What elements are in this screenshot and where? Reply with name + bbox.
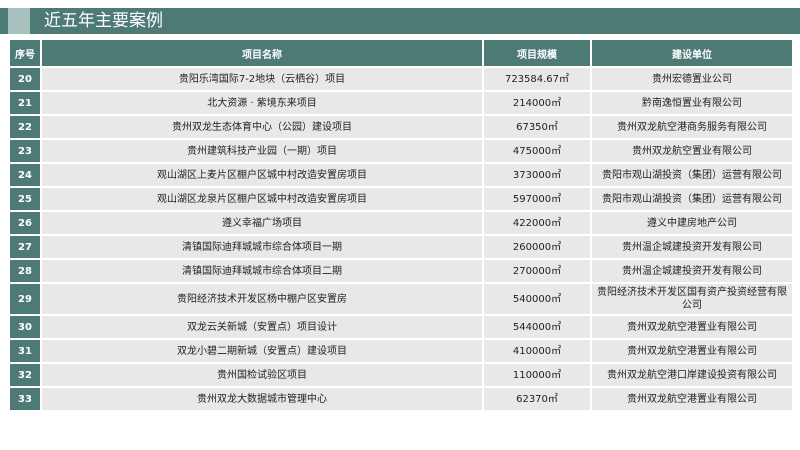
row-number: 25 (8, 186, 42, 212)
builder: 贵州双龙航空置业有限公司 (590, 138, 794, 164)
builder: 黔南逸恒置业有限公司 (590, 90, 794, 116)
table-row: 27 清镇国际迪拜城城市综合体项目一期 260000㎡ 贵州温企城建投资开发有限公司 (8, 234, 794, 260)
row-number: 33 (8, 386, 42, 412)
row-number: 24 (8, 162, 42, 188)
table-row: 24 观山湖区上麦片区棚户区城中村改造安置房项目 373000㎡ 贵阳市观山湖投资（集… (8, 162, 794, 188)
project-name: 贵州双龙生态体育中心（公园）建设项目 (40, 114, 484, 140)
project-scale: 67350㎡ (482, 114, 592, 140)
row-number: 29 (8, 282, 42, 316)
header-row: 序号 项目名称 项目规模 建设单位 (8, 38, 794, 68)
title-bar (0, 8, 800, 34)
row-number: 27 (8, 234, 42, 260)
table-row: 31 双龙小碧二期新城（安置点）建设项目 410000㎡ 贵州双龙航空港置业有限公司 (8, 338, 794, 364)
builder: 贵州双龙航空港置业有限公司 (590, 386, 794, 412)
row-number: 32 (8, 362, 42, 388)
builder: 贵州双龙航空港置业有限公司 (590, 338, 794, 364)
project-scale: 597000㎡ (482, 186, 592, 212)
row-number: 20 (8, 66, 42, 92)
project-scale: 422000㎡ (482, 210, 592, 236)
project-scale: 270000㎡ (482, 258, 592, 284)
project-name: 贵阳乐湾国际7-2地块（云栖谷）项目 (40, 66, 484, 92)
builder: 遵义中建房地产公司 (590, 210, 794, 236)
table-row: 22 贵州双龙生态体育中心（公园）建设项目 67350㎡ 贵州双龙航空港商务服务有限公… (8, 114, 794, 140)
row-number: 22 (8, 114, 42, 140)
builder: 贵州宏德置业公司 (590, 66, 794, 92)
table-row: 33 贵州双龙大数据城市管理中心 62370㎡ 贵州双龙航空港置业有限公司 (8, 386, 794, 412)
project-name: 北大资源 · 紫境东来项目 (40, 90, 484, 116)
row-number: 26 (8, 210, 42, 236)
project-scale: 373000㎡ (482, 162, 592, 188)
project-name: 观山湖区上麦片区棚户区城中村改造安置房项目 (40, 162, 484, 188)
table-body: 20 贵阳乐湾国际7-2地块（云栖谷）项目 723584.67㎡ 贵州宏德置业公司 21… (8, 66, 794, 412)
builder: 贵州温企城建投资开发有限公司 (590, 234, 794, 260)
builder: 贵州双龙航空港口岸建设投资有限公司 (590, 362, 794, 388)
table-row: 30 双龙云关新城（安置点）项目设计 544000㎡ 贵州双龙航空港置业有限公司 (8, 314, 794, 340)
table-row: 23 贵州建筑科技产业园（一期）项目 475000㎡ 贵州双龙航空置业有限公司 (8, 138, 794, 164)
column-header: 项目规模 (482, 38, 592, 68)
builder: 贵州温企城建投资开发有限公司 (590, 258, 794, 284)
builder: 贵州双龙航空港置业有限公司 (590, 314, 794, 340)
table-row: 25 观山湖区龙泉片区棚户区城中村改造安置房项目 597000㎡ 贵阳市观山湖投资（集… (8, 186, 794, 212)
builder: 贵阳经济技术开发区国有资产投资经营有限公司 (590, 282, 794, 316)
builder: 贵阳市观山湖投资（集团）运营有限公司 (590, 186, 794, 212)
row-number: 23 (8, 138, 42, 164)
project-scale: 475000㎡ (482, 138, 592, 164)
project-name: 清镇国际迪拜城城市综合体项目二期 (40, 258, 484, 284)
project-scale: 110000㎡ (482, 362, 592, 388)
title: 近五年主要案例 (44, 11, 163, 31)
project-name: 双龙云关新城（安置点）项目设计 (40, 314, 484, 340)
project-name: 贵州双龙大数据城市管理中心 (40, 386, 484, 412)
project-scale: 723584.67㎡ (482, 66, 592, 92)
column-header: 序号 (8, 38, 42, 68)
table-row: 32 贵州国检试验区项目 110000㎡ 贵州双龙航空港口岸建设投资有限公司 (8, 362, 794, 388)
project-name: 贵阳经济技术开发区杨中棚户区安置房 (40, 282, 484, 316)
table-row: 20 贵阳乐湾国际7-2地块（云栖谷）项目 723584.67㎡ 贵州宏德置业公司 (8, 66, 794, 92)
row-number: 21 (8, 90, 42, 116)
column-header: 项目名称 (40, 38, 484, 68)
row-number: 30 (8, 314, 42, 340)
project-scale: 214000㎡ (482, 90, 592, 116)
row-number: 31 (8, 338, 42, 364)
project-name: 双龙小碧二期新城（安置点）建设项目 (40, 338, 484, 364)
builder: 贵州双龙航空港商务服务有限公司 (590, 114, 794, 140)
project-scale: 260000㎡ (482, 234, 592, 260)
row-number: 28 (8, 258, 42, 284)
project-name: 贵州建筑科技产业园（一期）项目 (40, 138, 484, 164)
table-row: 26 遵义幸福广场项目 422000㎡ 遵义中建房地产公司 (8, 210, 794, 236)
table-row: 28 清镇国际迪拜城城市综合体项目二期 270000㎡ 贵州温企城建投资开发有限公司 (8, 258, 794, 284)
title-square (8, 8, 30, 34)
project-scale: 410000㎡ (482, 338, 592, 364)
table-row: 21 北大资源 · 紫境东来项目 214000㎡ 黔南逸恒置业有限公司 (8, 90, 794, 116)
project-scale: 540000㎡ (482, 282, 592, 316)
builder: 贵阳市观山湖投资（集团）运营有限公司 (590, 162, 794, 188)
project-scale: 544000㎡ (482, 314, 592, 340)
project-name: 观山湖区龙泉片区棚户区城中村改造安置房项目 (40, 186, 484, 212)
project-name: 贵州国检试验区项目 (40, 362, 484, 388)
cases-table: 序号 项目名称 项目规模 建设单位 20 贵阳乐湾国际7-2地块（云栖谷）项目 72358… (8, 38, 794, 412)
column-header: 建设单位 (590, 38, 794, 68)
project-name: 清镇国际迪拜城城市综合体项目一期 (40, 234, 484, 260)
table-row: 29 贵阳经济技术开发区杨中棚户区安置房 540000㎡ 贵阳经济技术开发区国有资产投… (8, 282, 794, 316)
project-scale: 62370㎡ (482, 386, 592, 412)
project-name: 遵义幸福广场项目 (40, 210, 484, 236)
